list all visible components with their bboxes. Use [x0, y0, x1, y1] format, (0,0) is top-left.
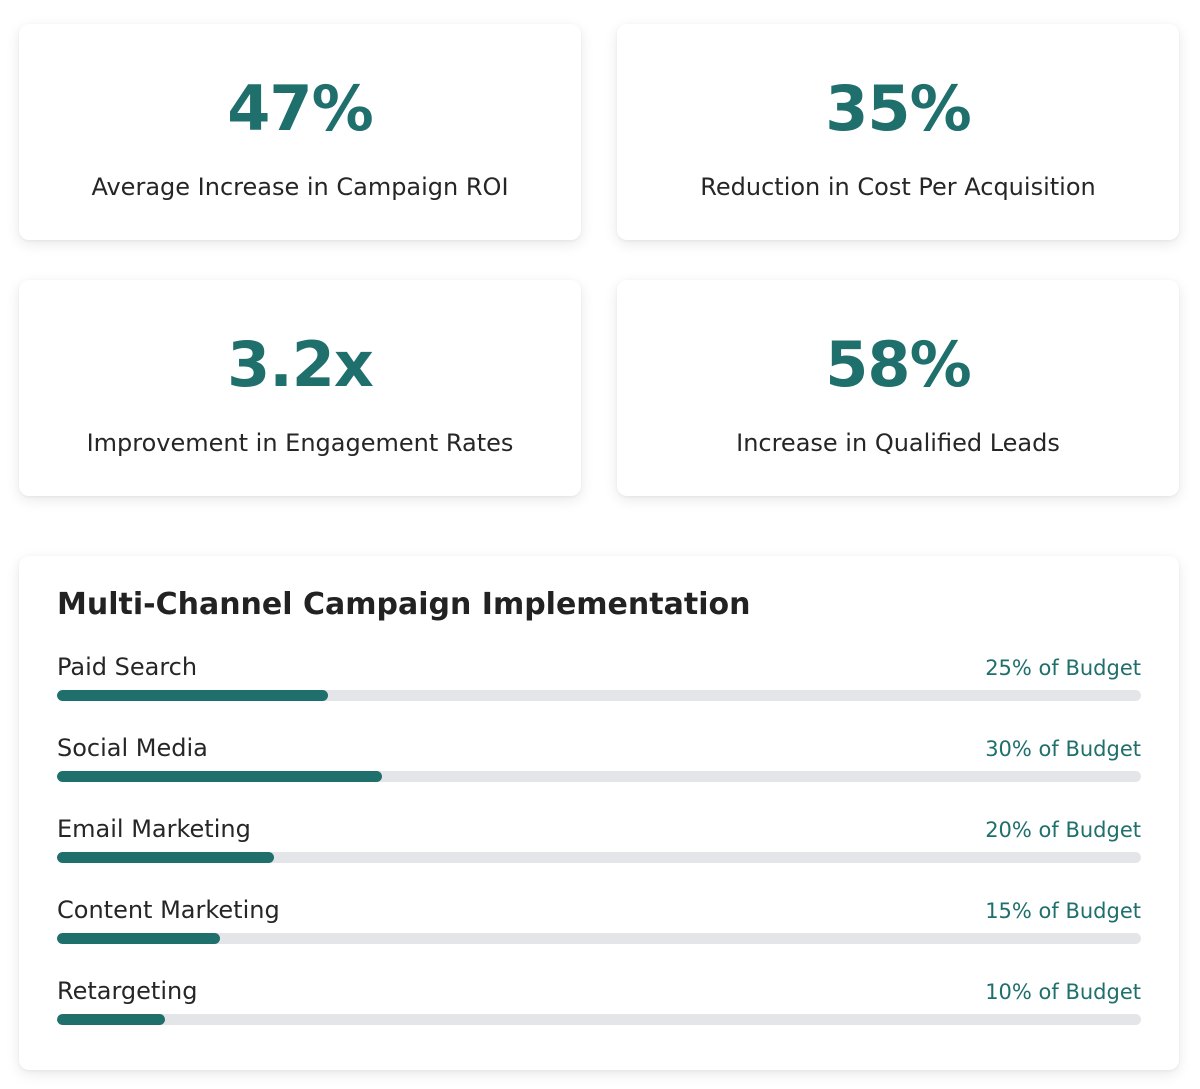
stat-card-roi: 47% Average Increase in Campaign ROI	[19, 24, 581, 240]
progress-fill	[57, 1014, 166, 1025]
progress-fill	[57, 852, 274, 863]
stat-value: 47%	[227, 72, 373, 145]
channel-header: Content Marketing 15% of Budget	[57, 891, 1141, 925]
stat-card-leads: 58% Increase in Qualified Leads	[617, 280, 1179, 496]
stat-label: Increase in Qualified Leads	[736, 429, 1060, 457]
stat-value: 3.2x	[227, 328, 374, 401]
channel-budget: 25% of Budget	[985, 656, 1141, 680]
stats-grid: 47% Average Increase in Campaign ROI 35%…	[19, 24, 1179, 496]
channel-budget: 10% of Budget	[985, 980, 1141, 1004]
stat-label: Average Increase in Campaign ROI	[91, 173, 509, 201]
stat-card-cpa: 35% Reduction in Cost Per Acquisition	[617, 24, 1179, 240]
campaign-title: Multi-Channel Campaign Implementation	[57, 587, 751, 622]
channel-row-retargeting: Retargeting 10% of Budget	[57, 972, 1141, 1053]
channel-row-content-marketing: Content Marketing 15% of Budget	[57, 891, 1141, 972]
channel-row-email-marketing: Email Marketing 20% of Budget	[57, 810, 1141, 891]
channel-name: Paid Search	[57, 653, 198, 681]
channel-header: Retargeting 10% of Budget	[57, 972, 1141, 1006]
stat-value: 58%	[825, 328, 971, 401]
channel-budget: 20% of Budget	[985, 818, 1141, 842]
channel-name: Social Media	[57, 734, 208, 762]
progress-track	[57, 690, 1141, 701]
channel-header: Paid Search 25% of Budget	[57, 648, 1141, 682]
progress-fill	[57, 690, 328, 701]
channel-list: Paid Search 25% of Budget Social Media 3…	[57, 648, 1141, 1053]
stat-value: 35%	[825, 72, 971, 145]
channel-budget: 15% of Budget	[985, 899, 1141, 923]
campaign-card: Multi-Channel Campaign Implementation Pa…	[19, 556, 1179, 1070]
progress-track	[57, 852, 1141, 863]
channel-name: Retargeting	[57, 977, 198, 1005]
channel-name: Content Marketing	[57, 896, 280, 924]
stat-card-engagement: 3.2x Improvement in Engagement Rates	[19, 280, 581, 496]
progress-fill	[57, 771, 383, 782]
channel-name: Email Marketing	[57, 815, 251, 843]
progress-track	[57, 933, 1141, 944]
stat-label: Improvement in Engagement Rates	[86, 429, 514, 457]
channel-budget: 30% of Budget	[985, 737, 1141, 761]
progress-fill	[57, 933, 220, 944]
channel-header: Social Media 30% of Budget	[57, 729, 1141, 763]
channel-header: Email Marketing 20% of Budget	[57, 810, 1141, 844]
channel-row-social-media: Social Media 30% of Budget	[57, 729, 1141, 810]
channel-row-paid-search: Paid Search 25% of Budget	[57, 648, 1141, 729]
progress-track	[57, 771, 1141, 782]
progress-track	[57, 1014, 1141, 1025]
stat-label: Reduction in Cost Per Acquisition	[700, 173, 1096, 201]
